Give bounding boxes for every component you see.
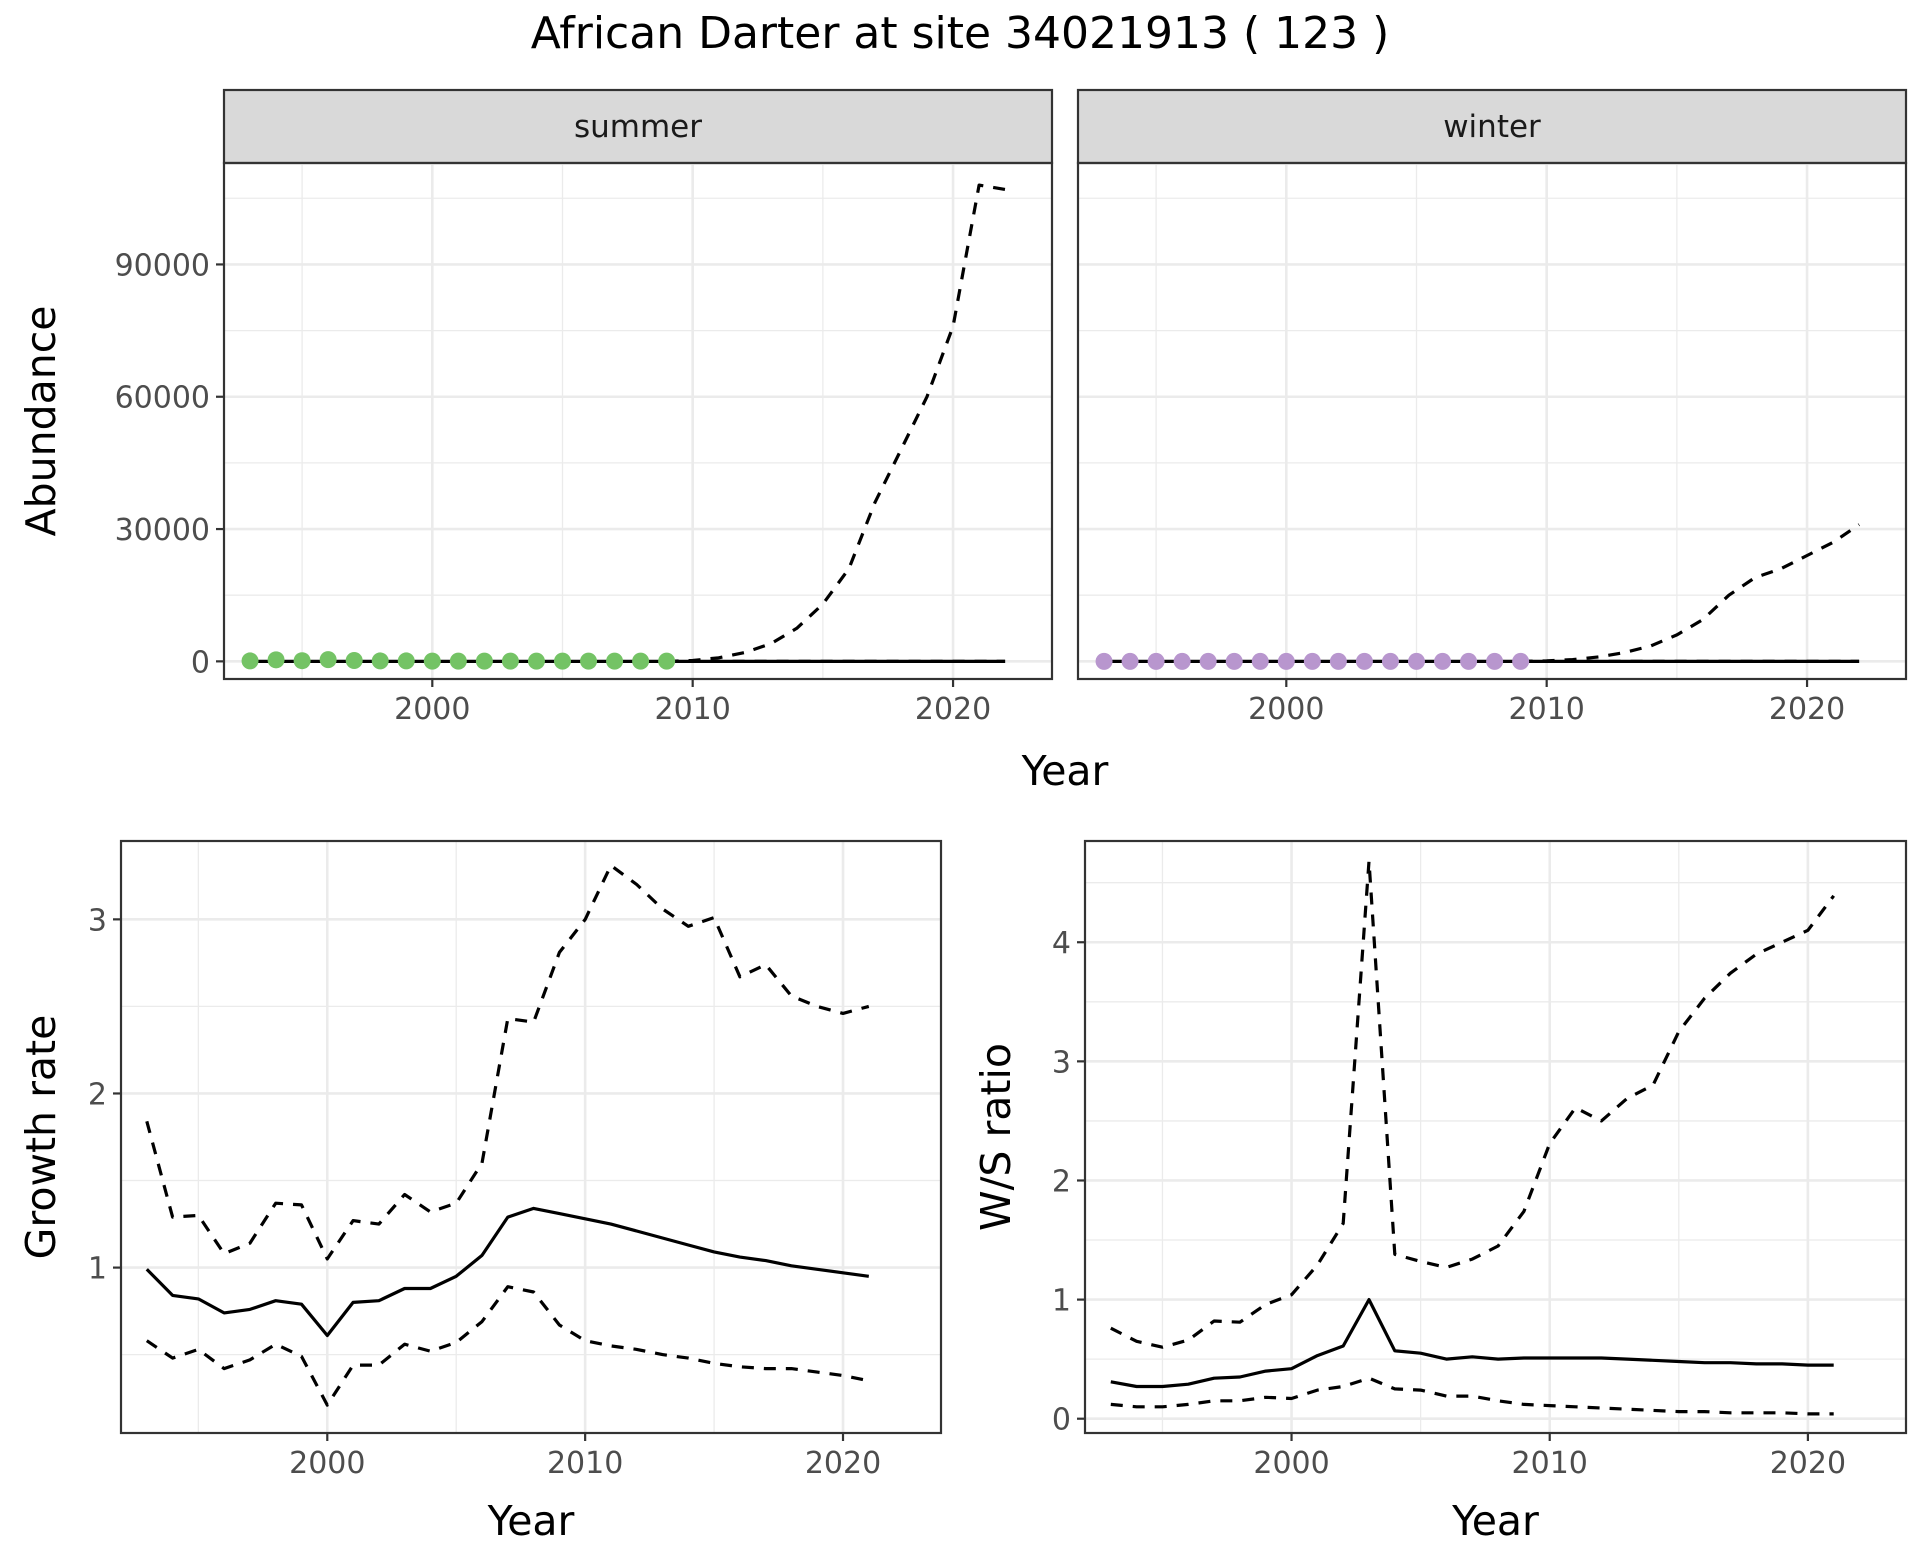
x-axis-title: Year	[1021, 747, 1109, 795]
observed-point	[345, 651, 363, 669]
growth-rate-chart: 2000 2010 2020 1 2 3 Year Growth rate	[17, 839, 943, 1545]
grid-lines	[1085, 841, 1906, 1433]
x-tick-label: 2010	[1512, 1446, 1588, 1481]
y-tick-label: 30000	[115, 513, 210, 548]
lower-ci-line	[1110, 1376, 1834, 1416]
observed-point	[1486, 652, 1504, 670]
grid-lines	[121, 841, 941, 1433]
facet-strip	[222, 88, 1054, 165]
observed-point	[1277, 652, 1295, 670]
observed-point	[553, 652, 571, 670]
panel-border	[1083, 839, 1908, 1435]
x-tick-label: 2000	[289, 1446, 365, 1481]
observed-point	[423, 652, 441, 670]
x-tick-label: 2000	[1253, 1446, 1329, 1481]
observed-point	[1225, 652, 1243, 670]
observed-point	[475, 652, 493, 670]
observed-point	[658, 652, 676, 670]
x-tick-label: 2020	[1770, 1446, 1846, 1481]
observed-point	[241, 652, 259, 670]
y-tick-label: 90000	[115, 248, 210, 283]
observed-point	[1407, 652, 1425, 670]
observed-point	[580, 652, 598, 670]
lower-ci-line	[145, 1285, 870, 1407]
y-tick-label: 2	[88, 1077, 107, 1112]
grid-lines	[224, 163, 1052, 679]
observed-point	[1512, 652, 1530, 670]
y-tick-label: 0	[191, 645, 210, 680]
observed-point	[449, 652, 467, 670]
upper-ci-line	[666, 183, 1006, 663]
estimate-line	[145, 1206, 870, 1338]
observed-point	[527, 652, 545, 670]
y-axis-title: W/S ratio	[972, 1043, 1020, 1231]
x-tick-label: 2020	[805, 1446, 881, 1481]
observed-point	[1199, 652, 1217, 670]
estimate-line	[1110, 1298, 1834, 1389]
facet-winter: winter 2000 2010 2020	[1076, 88, 1908, 727]
y-tick-label: 3	[1052, 1045, 1071, 1080]
upper-ci-line	[1110, 859, 1835, 1349]
ws-ratio-chart: 2000 2010 2020 0 1 2 3 4 Year W/S ratio	[972, 839, 1908, 1545]
observed-point	[1355, 652, 1373, 670]
chart-title: African Darter at site 34021913 ( 123 )	[531, 8, 1390, 59]
facet-strip-label: summer	[574, 109, 702, 145]
observed-point	[1460, 652, 1478, 670]
facet-strip	[1076, 88, 1908, 165]
observed-point	[1303, 652, 1321, 670]
y-tick-label: 4	[1052, 926, 1071, 961]
y-axis-title: Growth rate	[17, 1015, 65, 1260]
y-tick-label: 1	[1052, 1284, 1071, 1319]
y-tick-label: 60000	[115, 381, 210, 416]
observed-point	[1251, 652, 1269, 670]
panel-border	[119, 839, 943, 1435]
upper-ci-line	[145, 863, 870, 1261]
y-tick-label: 2	[1052, 1164, 1071, 1199]
data-layer	[1095, 523, 1861, 670]
y-tick-label: 3	[88, 903, 107, 938]
observed-point	[1381, 652, 1399, 670]
y-tick-label: 1	[88, 1252, 107, 1287]
observed-point	[1121, 652, 1139, 670]
x-tick-label: 2020	[915, 692, 991, 727]
x-axis-title: Year	[1451, 1497, 1539, 1545]
observed-point	[1173, 652, 1191, 670]
upper-ci-line	[1520, 523, 1861, 663]
observed-point	[1095, 652, 1113, 670]
observed-point	[371, 652, 389, 670]
x-tick-label: 2010	[654, 692, 730, 727]
x-tick-label: 2000	[1248, 692, 1324, 727]
data-layer	[241, 183, 1006, 670]
observed-point	[501, 652, 519, 670]
observed-point	[1329, 652, 1347, 670]
y-tick-label: 0	[1052, 1403, 1071, 1438]
observed-point	[397, 652, 415, 670]
x-tick-label: 2020	[1769, 692, 1845, 727]
observed-point	[1147, 652, 1165, 670]
observed-point	[632, 652, 650, 670]
data-layer	[1110, 859, 1835, 1416]
observed-point	[606, 652, 624, 670]
panel-border	[222, 161, 1054, 681]
x-axis-title: Year	[487, 1497, 575, 1545]
facet-summer: summer 2000 2010 2020 0 30000 60000 90000	[115, 88, 1054, 727]
abundance-chart: summer 2000 2010 2020 0 30000 60000 90000 winter…	[17, 88, 1908, 795]
observed-point	[293, 652, 311, 670]
observed-point	[267, 651, 285, 669]
data-layer	[145, 863, 870, 1407]
x-tick-label: 2010	[1508, 692, 1584, 727]
x-tick-label: 2010	[547, 1446, 623, 1481]
x-tick-label: 2000	[394, 692, 470, 727]
observed-point	[1434, 652, 1452, 670]
grid-lines	[1078, 163, 1906, 679]
panel-border	[1076, 161, 1908, 681]
facet-strip-label: winter	[1443, 109, 1541, 145]
y-axis-title: Abundance	[17, 306, 65, 537]
observed-point	[319, 651, 337, 669]
